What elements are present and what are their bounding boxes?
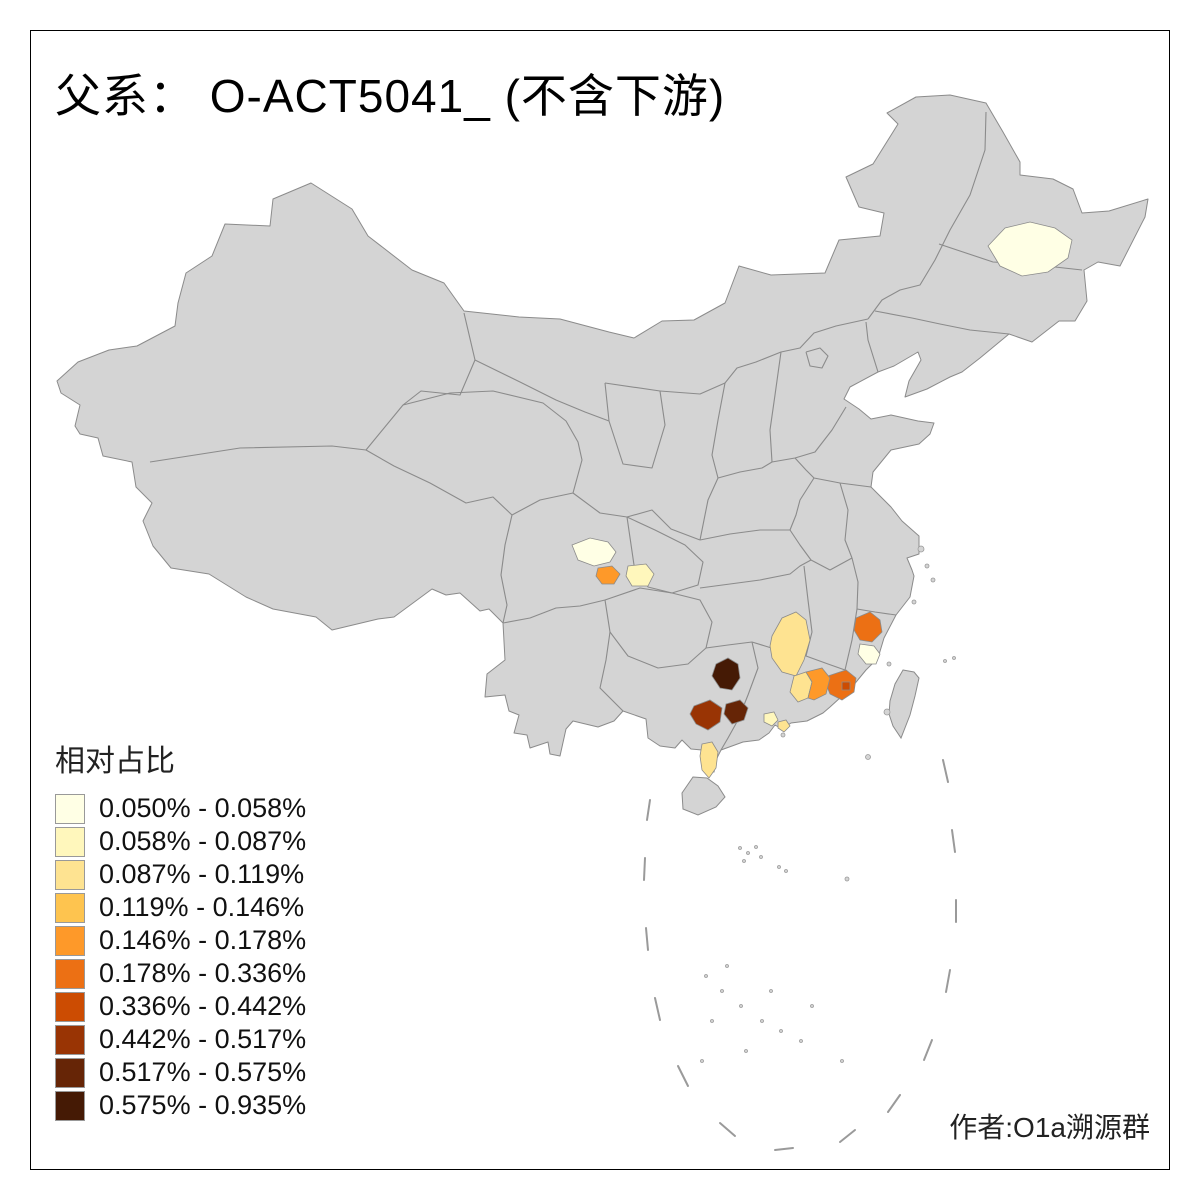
legend-label: 0.119% - 0.146% xyxy=(99,892,305,922)
region-sichuan-orange xyxy=(595,565,621,585)
legend-item: 0.336% - 0.442% xyxy=(55,990,306,1023)
legend-item: 0.575% - 0.935% xyxy=(55,1089,306,1122)
legend-label: 0.058% - 0.087% xyxy=(99,826,307,856)
legend-swatch xyxy=(55,958,85,989)
legend-label: 0.442% - 0.517% xyxy=(99,1024,307,1054)
legend-label: 0.336% - 0.442% xyxy=(99,991,307,1021)
legend-swatch xyxy=(55,1024,85,1055)
region-hunan-jiangxi-tan xyxy=(769,611,811,677)
taiwan-island xyxy=(888,669,920,740)
region-guangdong-small-pale-2 xyxy=(777,719,791,733)
region-sichuan-pale xyxy=(571,537,617,567)
legend-label: 0.178% - 0.336% xyxy=(99,958,307,988)
legend-label: 0.087% - 0.119% xyxy=(99,859,305,889)
legend-swatch xyxy=(55,793,85,824)
attribution: 作者:O1a溯源群 xyxy=(949,1112,1150,1143)
legend-swatch xyxy=(55,1057,85,1088)
legend-item: 0.146% - 0.178% xyxy=(55,924,306,957)
legend-label: 0.575% - 0.935% xyxy=(99,1090,307,1120)
legend-item: 0.517% - 0.575% xyxy=(55,1056,306,1089)
nine-dash-line xyxy=(643,759,957,1151)
region-guangdong-west-orange xyxy=(805,667,831,701)
legend-swatch xyxy=(55,859,85,890)
region-guizhou-darkest xyxy=(711,657,741,691)
legend-item: 0.050% - 0.058% xyxy=(55,792,306,825)
legend-item: 0.178% - 0.336% xyxy=(55,957,306,990)
legend-swatch xyxy=(55,991,85,1022)
region-guangxi-dark-left xyxy=(689,699,723,731)
legend: 相对占比 0.050% - 0.058% 0.058% - 0.087% 0.087… xyxy=(55,736,306,1122)
legend-swatch xyxy=(55,892,85,923)
legend-item: 0.087% - 0.119% xyxy=(55,858,306,891)
region-fujian-north-orange xyxy=(853,611,883,643)
page-title: 父系： O-ACT5041_ (不含下游) xyxy=(55,70,726,122)
hainan-island xyxy=(681,776,726,816)
china-mainland xyxy=(56,94,1149,773)
region-fujian-coast-pale xyxy=(857,643,881,665)
legend-item: 0.058% - 0.087% xyxy=(55,825,306,858)
region-guangdong-small-pale-1 xyxy=(763,711,779,727)
legend-item: 0.442% - 0.517% xyxy=(55,1023,306,1056)
legend-label: 0.517% - 0.575% xyxy=(99,1057,307,1087)
province-borders xyxy=(149,111,1083,751)
legend-swatch xyxy=(55,925,85,956)
legend-label: 0.146% - 0.178% xyxy=(99,925,307,955)
region-leizhou-tan xyxy=(699,741,719,779)
highlighted-regions xyxy=(571,221,1073,779)
legend-label: 0.050% - 0.058% xyxy=(99,793,307,823)
legend-item: 0.119% - 0.146% xyxy=(55,891,306,924)
legend-title: 相对占比 xyxy=(55,745,175,778)
region-guangxi-dark-right xyxy=(723,699,749,725)
legend-swatch xyxy=(55,826,85,857)
region-fujian-south-dark-spot xyxy=(841,681,851,691)
region-heilongjiang xyxy=(987,221,1073,277)
small-islands xyxy=(700,545,956,1063)
legend-rows: 0.050% - 0.058% 0.058% - 0.087% 0.087% - 0… xyxy=(55,792,306,1122)
legend-swatch xyxy=(55,1090,85,1121)
region-chongqing-pale xyxy=(625,563,655,587)
